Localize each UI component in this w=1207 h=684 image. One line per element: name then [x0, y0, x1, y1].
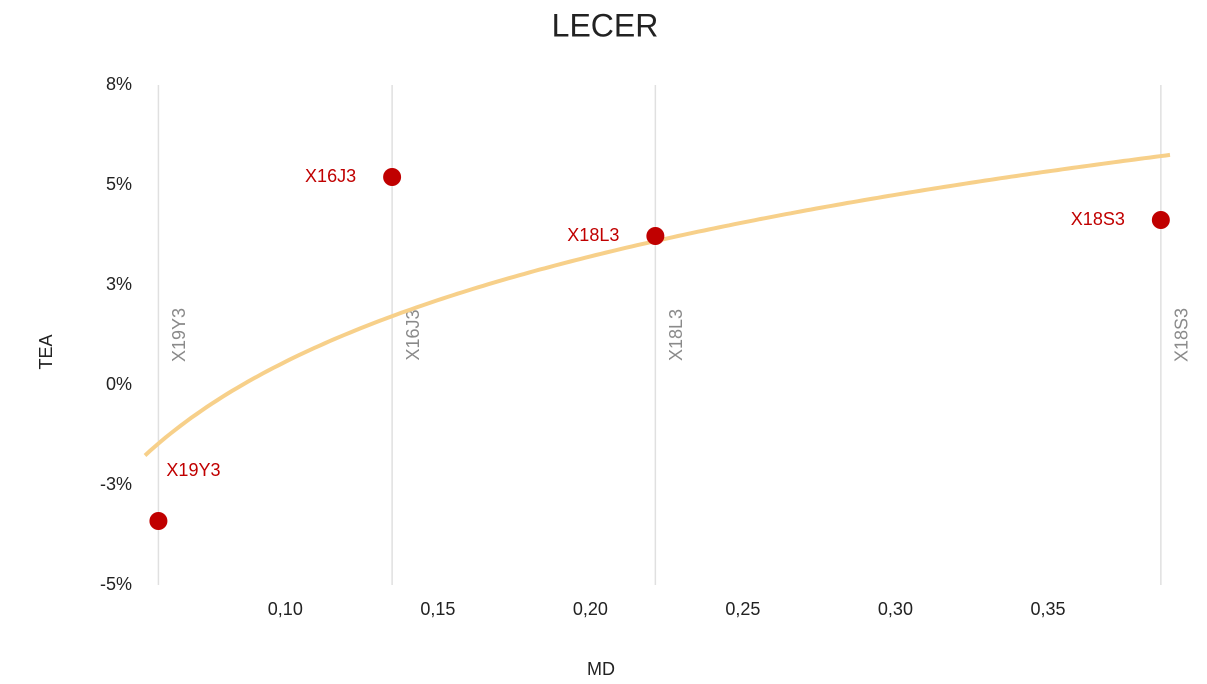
x-tick-label: 0,35 — [1030, 599, 1065, 619]
point-label: X18L3 — [567, 225, 619, 245]
x-tick-label: 0,20 — [573, 599, 608, 619]
x-axis-label: MD — [587, 659, 615, 679]
point — [149, 512, 168, 530]
point — [646, 227, 665, 245]
chart-title: LECER — [552, 7, 659, 43]
point-label: X18S3 — [1071, 209, 1125, 229]
drop-label: X19Y3 — [169, 308, 189, 362]
y-tick-label: 3% — [106, 274, 132, 294]
point-label: X19Y3 — [166, 460, 220, 480]
y-tick-label: 5% — [106, 174, 132, 194]
point — [1151, 211, 1170, 229]
y-tick-label: -5% — [100, 574, 132, 594]
point-label: X16J3 — [305, 166, 356, 186]
y-axis-label: TEA — [36, 334, 56, 369]
drop-label: X18L3 — [666, 309, 686, 361]
drop-label: X16J3 — [403, 309, 423, 360]
y-tick-label: 8% — [106, 74, 132, 94]
point — [383, 168, 402, 186]
y-tick-label: 0% — [106, 374, 132, 394]
y-tick-label: -3% — [100, 474, 132, 494]
x-tick-label: 0,25 — [725, 599, 760, 619]
x-tick-label: 0,10 — [268, 599, 303, 619]
trendline — [143, 152, 1171, 457]
x-tick-label: 0,15 — [420, 599, 455, 619]
drop-label: X18S3 — [1172, 308, 1192, 362]
x-tick-label: 0,30 — [878, 599, 913, 619]
